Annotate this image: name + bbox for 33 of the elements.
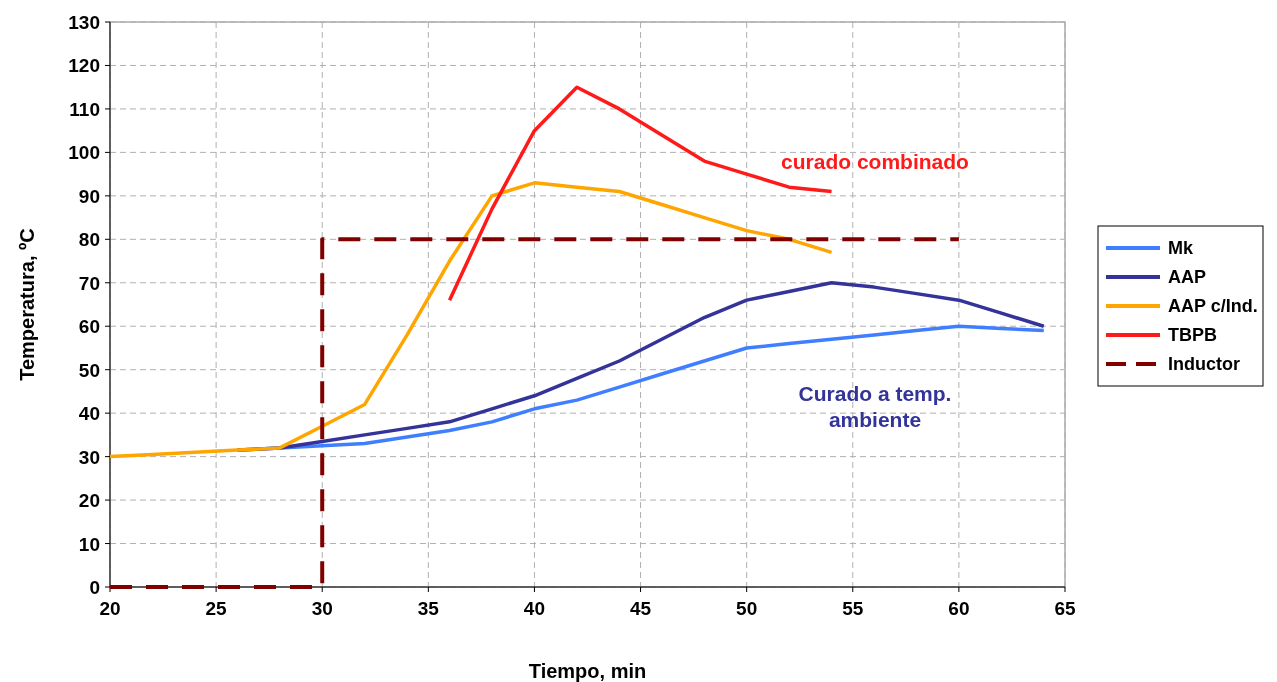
- y-axis-title: Temperatura, ºC: [16, 228, 38, 381]
- y-tick-label: 20: [78, 490, 100, 512]
- y-tick-label: 70: [78, 272, 100, 294]
- annotation: curado combinado: [781, 150, 969, 173]
- x-tick-label: 65: [1054, 598, 1076, 619]
- legend-label: AAP: [1168, 267, 1207, 287]
- y-tick-label: 90: [78, 185, 100, 207]
- y-tick-label: 80: [78, 229, 100, 251]
- x-tick-label: 25: [205, 598, 228, 619]
- legend-label: AAP c/Ind.: [1168, 296, 1258, 316]
- legend-label: Inductor: [1168, 354, 1240, 374]
- y-tick-label: 100: [68, 142, 100, 164]
- x-tick-label: 30: [311, 598, 333, 619]
- y-tick-label: 110: [69, 98, 100, 120]
- x-tick-label: 55: [842, 598, 864, 619]
- legend-label: Mk: [1168, 238, 1194, 258]
- y-tick-label: 30: [78, 446, 100, 468]
- y-tick-label: 130: [68, 12, 100, 33]
- x-tick-label: 45: [629, 598, 652, 619]
- legend-label: TBPB: [1168, 325, 1217, 345]
- x-tick-label: 50: [736, 598, 758, 619]
- x-tick-label: 35: [417, 598, 440, 619]
- x-tick-label: 60: [948, 598, 970, 619]
- y-tick-label: 0: [89, 577, 100, 598]
- y-tick-label: 10: [78, 533, 100, 555]
- x-tick-label: 40: [523, 598, 546, 619]
- y-tick-label: 60: [78, 316, 100, 338]
- y-tick-label: 50: [78, 359, 100, 381]
- annotation: Curado a temp. ambiente: [798, 382, 952, 431]
- y-tick-label: 120: [68, 55, 100, 77]
- x-tick-label: 20: [99, 598, 121, 619]
- x-axis-title: Tiempo, min: [528, 660, 647, 682]
- y-tick-label: 40: [78, 403, 100, 425]
